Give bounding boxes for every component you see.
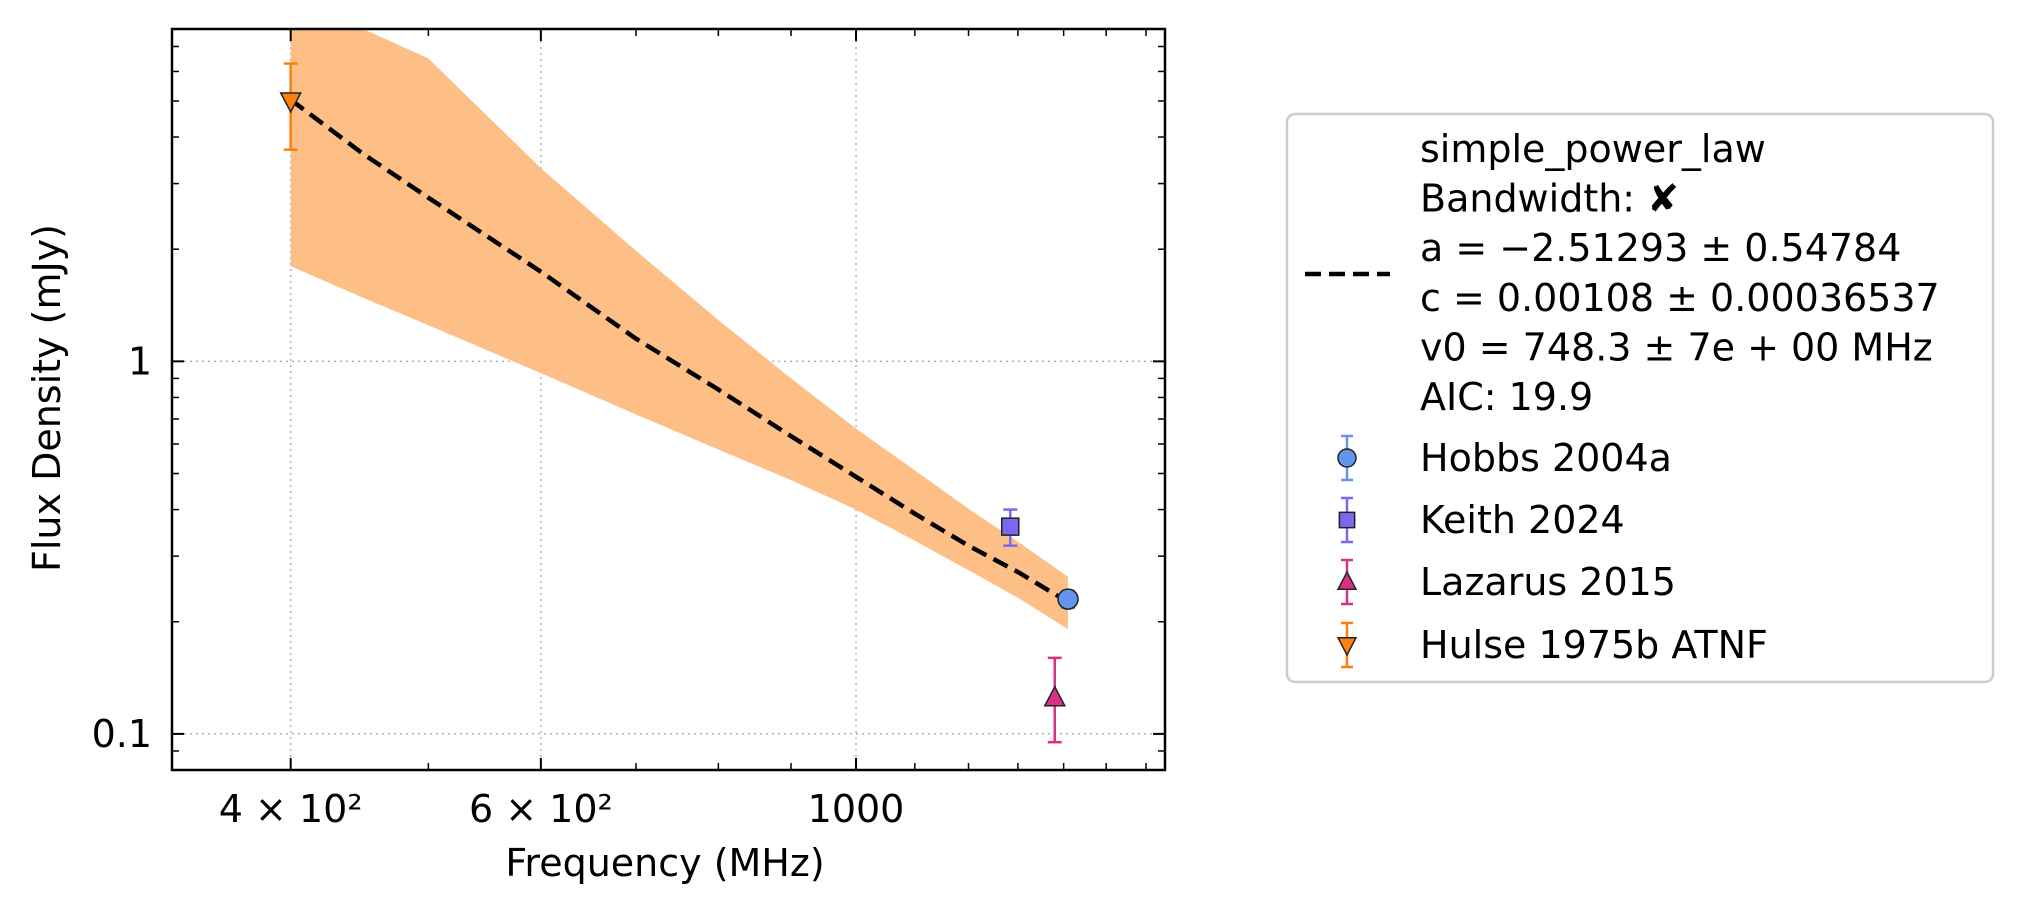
plot-area — [172, 29, 1165, 770]
data-point-marker — [1001, 517, 1020, 536]
fit-group — [289, 29, 1070, 630]
legend-fit-line: Bandwidth: ✘ — [1420, 177, 1679, 221]
legend: simple_power_law Bandwidth: ✘ a = −2.51293… — [1285, 112, 1995, 684]
legend-swatch-marker — [1336, 637, 1358, 657]
data-point-marker — [1057, 588, 1079, 610]
series-lazarus-2015 — [1043, 656, 1066, 744]
fit-uncertainty-band — [290, 29, 1068, 630]
x-tick-label: 1000 — [808, 787, 905, 831]
axes-frame — [170, 27, 1167, 772]
legend-label: Keith 2024 — [1420, 498, 1625, 542]
fit-line — [289, 97, 1070, 604]
y-tick-label: 1 — [128, 339, 152, 383]
legend-fit-line: c = 0.00108 ± 0.00036537 — [1420, 276, 1940, 320]
series-hobbs-2004a — [1057, 588, 1079, 610]
x-axis-title: Frequency (MHz) — [505, 841, 824, 885]
x-tick-label: 4 × 10² — [219, 787, 363, 831]
y-tick-label: 0.1 — [92, 712, 152, 756]
legend-fit-line: simple_power_law — [1420, 127, 1766, 171]
x-tick-label: 6 × 10² — [469, 787, 613, 831]
legend-swatch-marker — [1337, 448, 1357, 468]
series-keith-2024 — [1001, 508, 1020, 547]
legend-swatch-marker — [1336, 570, 1358, 590]
data-point-marker — [1043, 685, 1066, 707]
legend-label: Lazarus 2015 — [1420, 560, 1676, 604]
legend-fit-line: AIC: 19.9 — [1420, 375, 1593, 419]
axes: 4 × 10² 6 × 10² 1000 0.1 1 — [92, 27, 1167, 831]
legend-frame — [1285, 112, 1995, 684]
legend-fit-line: v0 = 748.3 ± 7e + 00 MHz — [1420, 325, 1933, 369]
series-hulse-1975b-atnf — [279, 62, 302, 151]
legend-label: Hobbs 2004a — [1420, 436, 1672, 480]
data-point-marker — [279, 92, 302, 114]
y-axis-title: Flux Density (mJy) — [25, 224, 69, 572]
legend-label: Hulse 1975b ATNF — [1420, 623, 1768, 667]
legend-swatch-marker — [1338, 511, 1356, 529]
legend-fit-line: a = −2.51293 ± 0.54784 — [1420, 226, 1901, 270]
